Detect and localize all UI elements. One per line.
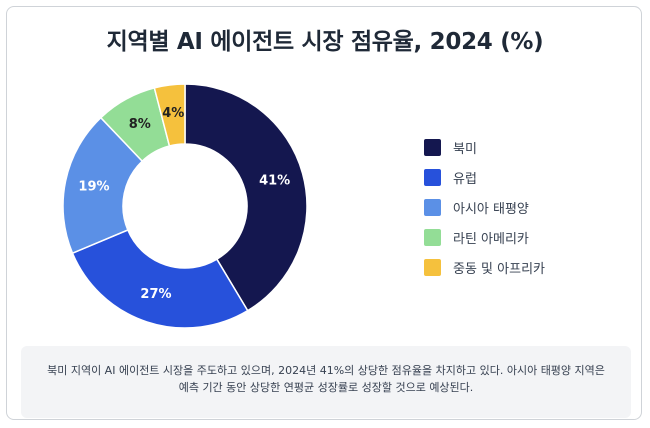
summary-note: 북미 지역이 AI 에이전트 시장을 주도하고 있으며, 2024년 41%의 … bbox=[21, 346, 631, 418]
legend-swatch bbox=[424, 228, 441, 246]
donut-slice bbox=[71, 228, 249, 329]
legend-label: 유럽 bbox=[453, 171, 477, 187]
legend-swatch bbox=[424, 168, 441, 186]
legend-label: 아시아 태평양 bbox=[453, 201, 529, 217]
chart-title: 지역별 AI 에이전트 시장 점유율, 2024 (%) bbox=[106, 29, 544, 55]
donut-slice bbox=[184, 83, 308, 312]
donut-slice bbox=[153, 83, 186, 147]
legend-label: 라틴 아메리카 bbox=[453, 231, 529, 247]
legend-swatch bbox=[424, 138, 441, 156]
legend-item: 중동 및 아프리카 bbox=[424, 252, 545, 282]
legend-item: 아시아 태평양 bbox=[424, 192, 545, 222]
legend-swatch bbox=[424, 258, 441, 276]
legend-swatch bbox=[424, 198, 441, 216]
legend-item: 유럽 bbox=[424, 162, 545, 192]
slice-data-label: 8% bbox=[129, 117, 151, 132]
slice-data-label: 4% bbox=[162, 106, 184, 121]
slice-data-label: 41% bbox=[259, 174, 290, 189]
legend-label: 중동 및 아프리카 bbox=[453, 261, 545, 277]
legend-item: 북미 bbox=[424, 132, 545, 162]
slice-data-label: 27% bbox=[140, 287, 171, 302]
legend-label: 북미 bbox=[453, 141, 477, 157]
slice-data-label: 19% bbox=[78, 179, 109, 194]
legend-item: 라틴 아메리카 bbox=[424, 222, 545, 252]
